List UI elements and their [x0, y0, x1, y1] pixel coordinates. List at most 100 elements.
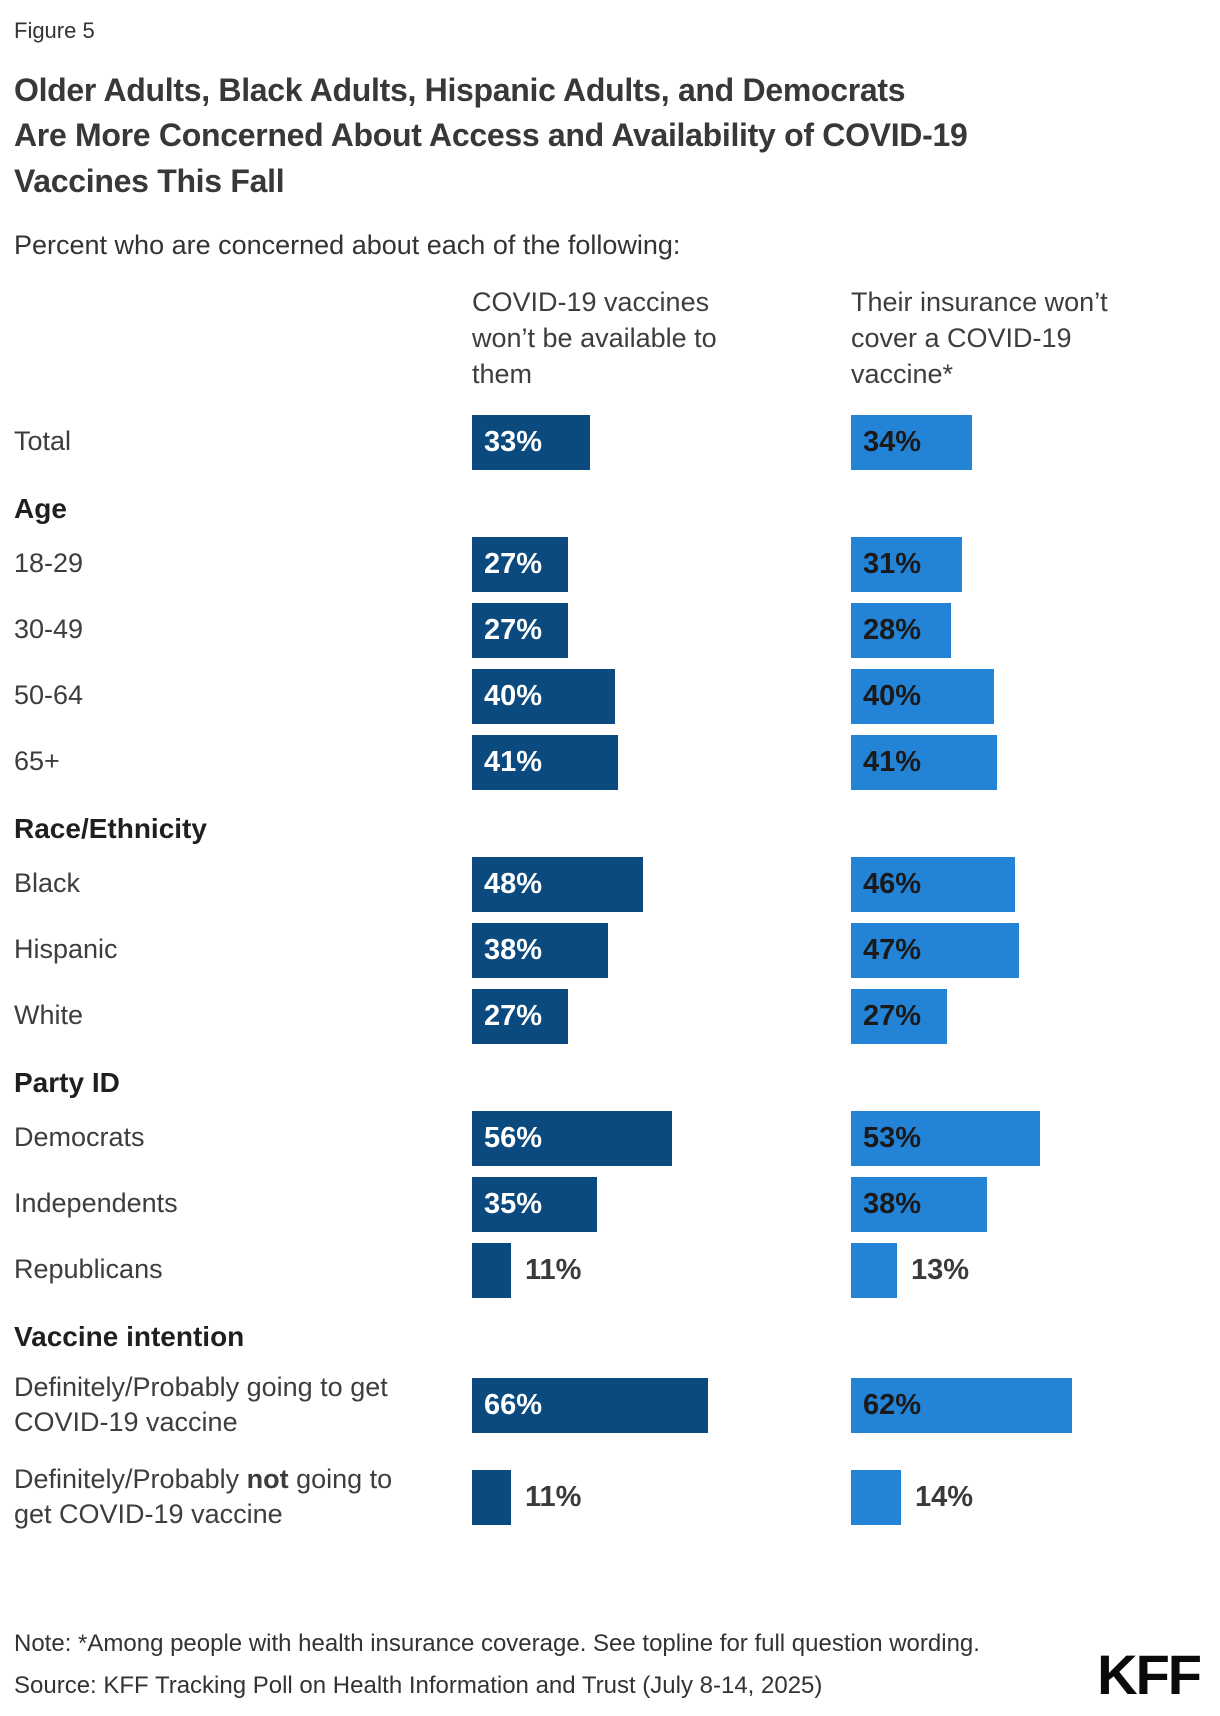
row-label: Total: [14, 424, 472, 459]
row-label-text: going to get COVID-19 vaccine: [14, 1463, 393, 1530]
bar-value-label: 53%: [863, 1121, 922, 1154]
availability-bar: 27%: [472, 602, 568, 658]
bar-value-label: 47%: [863, 933, 922, 966]
row-label-text: Hispanic: [14, 934, 118, 965]
column-header-gap: [772, 285, 851, 393]
bar-value-label: 34%: [863, 425, 922, 458]
row-label: Definitely/Probably going to get COVID-1…: [14, 1370, 472, 1440]
chart-row: White 27% 27%: [14, 983, 1220, 1049]
availability-bar: 38%: [472, 922, 608, 978]
row-label-text: 30-49: [14, 614, 84, 645]
bar-value-label: 11%: [525, 1480, 582, 1513]
availability-bar: 56%: [472, 1110, 672, 1166]
chart-row: Definitely/Probably going to get COVID-1…: [14, 1359, 1220, 1451]
chart-row: Democrats 56% 53%: [14, 1105, 1220, 1171]
kff-logo: KFF: [1097, 1643, 1202, 1706]
row-label: Republicans: [14, 1252, 472, 1287]
row-label: White: [14, 998, 472, 1033]
availability-bar: [472, 1242, 511, 1298]
chart-row: 18-29 27% 31%: [14, 531, 1220, 597]
row-label: Hispanic: [14, 932, 472, 967]
availability-bar: 35%: [472, 1176, 597, 1232]
row-label-text: White: [14, 1000, 84, 1031]
insurance-bar: 53%: [851, 1110, 1040, 1166]
chart-row: 50-64 40% 40%: [14, 663, 1220, 729]
insurance-bar-cell: 27%: [851, 988, 1220, 1044]
column-header-insurance: Their insurance won’t cover a COVID-19 v…: [851, 287, 1108, 390]
insurance-bar: 28%: [851, 602, 951, 658]
row-label-text: Total: [14, 426, 72, 457]
insurance-bar: 62%: [851, 1377, 1072, 1433]
subtitle: Percent who are concerned about each of …: [14, 230, 681, 261]
insurance-bar-cell: 34%: [851, 414, 1220, 470]
bar-value-label: 14%: [915, 1480, 974, 1513]
availability-bar-cell: 48%: [472, 856, 851, 912]
row-label: 65+: [14, 744, 472, 779]
availability-bar: 66%: [472, 1377, 708, 1433]
row-label: Black: [14, 866, 472, 901]
bar-value-label: 38%: [484, 933, 543, 966]
source-text: Source: KFF Tracking Poll on Health Info…: [14, 1672, 823, 1699]
bar-value-label: 62%: [863, 1388, 922, 1421]
availability-bar-cell: 33%: [472, 414, 851, 470]
row-label-text: not: [246, 1463, 289, 1494]
page-title: Older Adults, Black Adults, Hispanic Adu…: [14, 72, 968, 199]
row-label: Independents: [14, 1186, 472, 1221]
bar-value-label: 27%: [863, 999, 922, 1032]
insurance-bar: [851, 1242, 897, 1298]
insurance-bar-cell: 40%: [851, 668, 1220, 724]
insurance-bar: 34%: [851, 414, 972, 470]
availability-bar-cell: 11%: [472, 1469, 851, 1525]
chart-row: Definitely/Probably not going to get COV…: [14, 1451, 1220, 1543]
note-text: Note: *Among people with health insuranc…: [14, 1630, 980, 1657]
chart-row: Hispanic 38% 47%: [14, 917, 1220, 983]
row-label-text: Definitely/Probably: [14, 1463, 247, 1494]
column-headers: COVID-19 vaccines won’t be available to …: [14, 285, 1220, 393]
chart-rows: Total 33% 34% Age 18-29 27% 31% 30-49 27% 28% 50-6…: [14, 409, 1220, 1543]
row-label: 18-29: [14, 546, 472, 581]
insurance-bar-cell: 31%: [851, 536, 1220, 592]
row-label: 50-64: [14, 678, 472, 713]
availability-bar-cell: 27%: [472, 988, 851, 1044]
insurance-bar-cell: 47%: [851, 922, 1220, 978]
availability-bar: 48%: [472, 856, 643, 912]
section-header: Vaccine intention: [14, 1321, 245, 1353]
insurance-bar-cell: 38%: [851, 1176, 1220, 1232]
insurance-bar: 41%: [851, 734, 997, 790]
chart-row: 65+ 41% 41%: [14, 729, 1220, 795]
availability-bar: [472, 1469, 511, 1525]
bar-value-label: 27%: [484, 999, 543, 1032]
availability-bar-cell: 27%: [472, 536, 851, 592]
figure-label: Figure 5: [14, 18, 95, 43]
bar-value-label: 13%: [911, 1253, 970, 1286]
chart-row: Republicans 11% 13%: [14, 1237, 1220, 1303]
row-label-text: Black: [14, 868, 81, 899]
insurance-bar-cell: 41%: [851, 734, 1220, 790]
row-label: Democrats: [14, 1120, 472, 1155]
bar-value-label: 40%: [863, 679, 922, 712]
insurance-bar: 31%: [851, 536, 962, 592]
availability-bar-cell: 35%: [472, 1176, 851, 1232]
availability-bar-cell: 27%: [472, 602, 851, 658]
row-label: Definitely/Probably not going to get COV…: [14, 1462, 472, 1532]
insurance-bar-cell: 13%: [851, 1242, 1220, 1298]
column-header-availability: COVID-19 vaccines won’t be available to …: [472, 287, 717, 390]
availability-bar: 41%: [472, 734, 618, 790]
availability-bar: 27%: [472, 536, 568, 592]
availability-bar-cell: 40%: [472, 668, 851, 724]
section-header: Race/Ethnicity: [14, 813, 207, 845]
bar-value-label: 35%: [484, 1187, 543, 1220]
bar-value-label: 11%: [525, 1253, 582, 1286]
row-label: 30-49: [14, 612, 472, 647]
bar-value-label: 33%: [484, 425, 543, 458]
column-header-spacer: [14, 285, 472, 393]
bar-value-label: 27%: [484, 613, 543, 646]
bar-value-label: 31%: [863, 547, 922, 580]
insurance-bar: 40%: [851, 668, 994, 724]
insurance-bar-cell: 62%: [851, 1377, 1220, 1433]
section-header: Party ID: [14, 1067, 120, 1099]
availability-bar-cell: 38%: [472, 922, 851, 978]
chart-row: 30-49 27% 28%: [14, 597, 1220, 663]
availability-bar-cell: 11%: [472, 1242, 851, 1298]
